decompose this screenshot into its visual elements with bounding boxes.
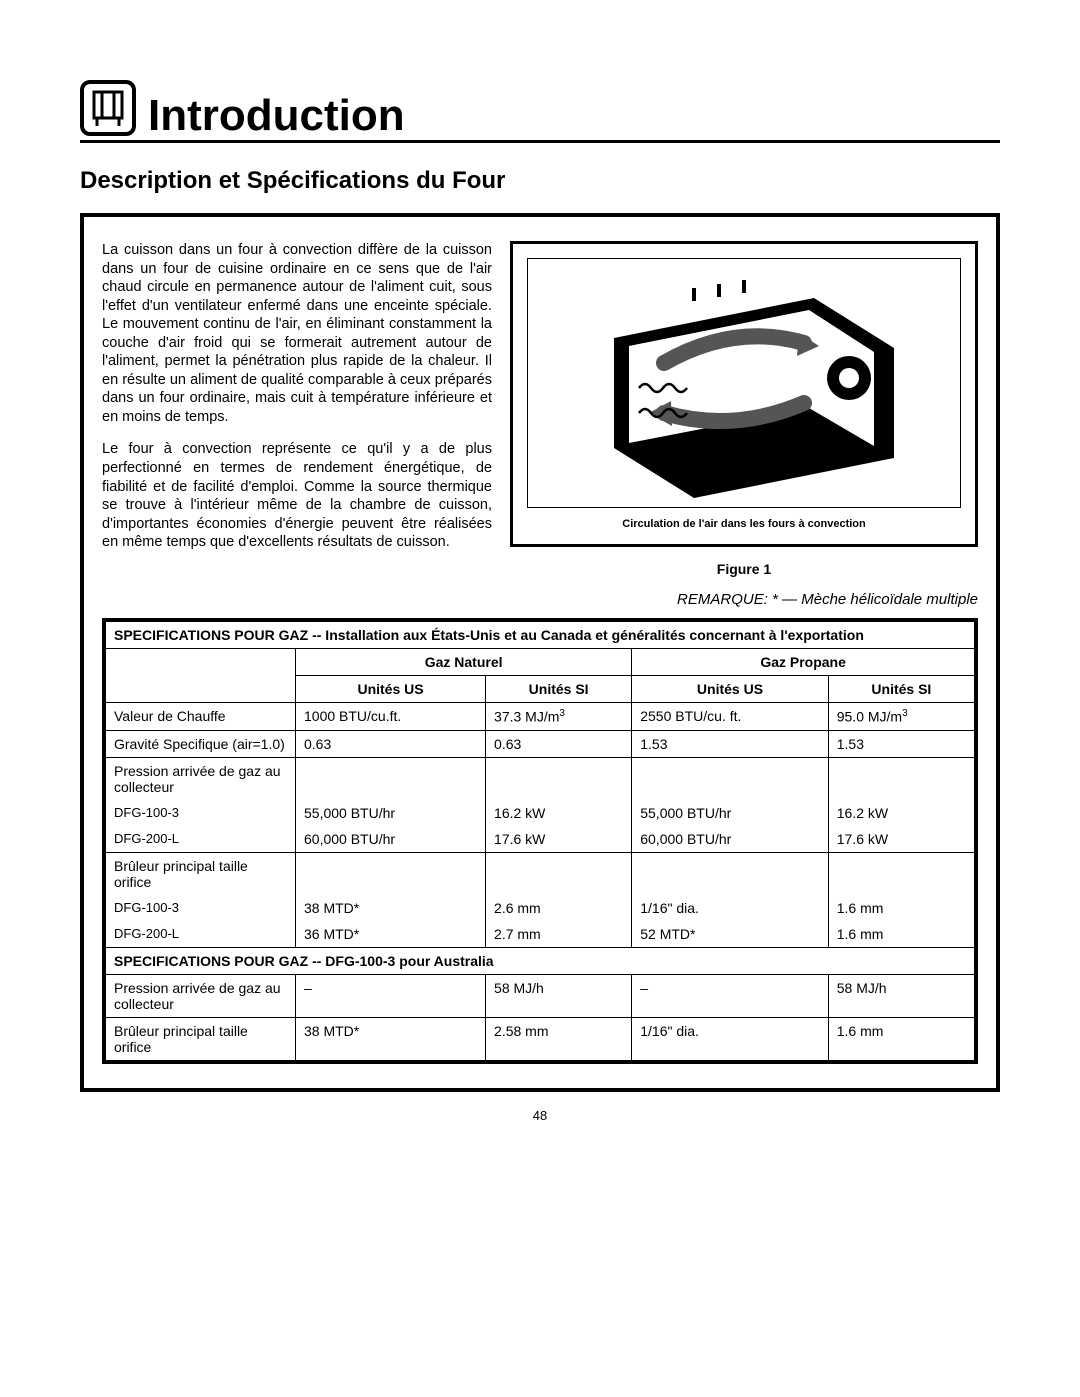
r2-c2: 0.63 xyxy=(486,730,632,757)
r1-c1: 1000 BTU/cu.ft. xyxy=(296,703,486,731)
r3a-c2: 16.2 kW xyxy=(486,800,632,826)
page-number: 48 xyxy=(80,1108,1000,1123)
sub-us-1: Unités US xyxy=(296,676,486,703)
table-corner xyxy=(106,649,296,703)
r3b-c4: 17.6 kW xyxy=(828,826,974,853)
r4a-label: DFG-100-3 xyxy=(106,895,296,921)
aus-r1-c1: – xyxy=(296,974,486,1017)
r4a-c1: 38 MTD* xyxy=(296,895,486,921)
r3b-c2: 17.6 kW xyxy=(486,826,632,853)
r1-c4: 95.0 MJ/m3 xyxy=(828,703,974,731)
paragraph-2: Le four à convection représente ce qu'il… xyxy=(102,440,492,551)
page-title: Introduction xyxy=(148,94,405,138)
r3a-c4: 16.2 kW xyxy=(828,800,974,826)
sub-si-2: Unités SI xyxy=(828,676,974,703)
r1-label: Valeur de Chauffe xyxy=(106,703,296,731)
col-gaz-propane: Gaz Propane xyxy=(632,649,975,676)
convection-diagram xyxy=(527,258,961,508)
r4b-c1: 36 MTD* xyxy=(296,921,486,948)
aus-r1-label: Pression arrivée de gaz au collecteur xyxy=(106,974,296,1017)
r4a-c3: 1/16" dia. xyxy=(632,895,829,921)
r3b-c1: 60,000 BTU/hr xyxy=(296,826,486,853)
paragraph-1: La cuisson dans un four à convection dif… xyxy=(102,241,492,426)
r4b-label: DFG-200-L xyxy=(106,921,296,948)
section-subtitle: Description et Spécifications du Four xyxy=(80,167,1000,195)
r3a-label: DFG-100-3 xyxy=(106,800,296,826)
aus-r1-c2: 58 MJ/h xyxy=(486,974,632,1017)
aus-r2-c2: 2.58 mm xyxy=(486,1017,632,1060)
r3a-c1: 55,000 BTU/hr xyxy=(296,800,486,826)
spec-table: SPECIFICATIONS POUR GAZ -- Installation … xyxy=(102,618,978,1064)
table-section2-title: SPECIFICATIONS POUR GAZ -- DFG-100-3 pou… xyxy=(106,947,975,974)
aus-r1-c3: – xyxy=(632,974,829,1017)
r2-c4: 1.53 xyxy=(828,730,974,757)
r4-label: Brûleur principal taille orifice xyxy=(106,852,296,895)
sub-si-1: Unités SI xyxy=(486,676,632,703)
sub-us-2: Unités US xyxy=(632,676,829,703)
r4b-c2: 2.7 mm xyxy=(486,921,632,948)
r3b-label: DFG-200-L xyxy=(106,826,296,853)
r3a-c3: 55,000 BTU/hr xyxy=(632,800,829,826)
figure-frame: Circulation de l'air dans les fours à co… xyxy=(510,241,978,547)
table-section1-title: SPECIFICATIONS POUR GAZ -- Installation … xyxy=(106,622,975,649)
figure-remark: REMARQUE: * — Mèche hélicoïdale multiple xyxy=(510,591,978,608)
content-frame: La cuisson dans un four à convection dif… xyxy=(80,213,1000,1092)
oven-icon xyxy=(80,80,136,136)
r1-c2: 37.3 MJ/m3 xyxy=(486,703,632,731)
r2-label: Gravité Specifique (air=1.0) xyxy=(106,730,296,757)
r3-label: Pression arrivée de gaz au collecteur xyxy=(106,757,296,800)
r4a-c2: 2.6 mm xyxy=(486,895,632,921)
r2-c3: 1.53 xyxy=(632,730,829,757)
r4a-c4: 1.6 mm xyxy=(828,895,974,921)
col-gaz-naturel: Gaz Naturel xyxy=(296,649,632,676)
aus-r2-c3: 1/16" dia. xyxy=(632,1017,829,1060)
figure-inner-caption: Circulation de l'air dans les fours à co… xyxy=(527,518,961,530)
page-header: Introduction xyxy=(80,80,1000,143)
r1-c3: 2550 BTU/cu. ft. xyxy=(632,703,829,731)
r2-c1: 0.63 xyxy=(296,730,486,757)
aus-r1-c4: 58 MJ/h xyxy=(828,974,974,1017)
aus-r2-c4: 1.6 mm xyxy=(828,1017,974,1060)
figure-label: Figure 1 xyxy=(510,561,978,577)
r4b-c4: 1.6 mm xyxy=(828,921,974,948)
aus-r2-c1: 38 MTD* xyxy=(296,1017,486,1060)
description-text: La cuisson dans un four à convection dif… xyxy=(102,241,492,566)
aus-r2-label: Brûleur principal taille orifice xyxy=(106,1017,296,1060)
r4b-c3: 52 MTD* xyxy=(632,921,829,948)
r3b-c3: 60,000 BTU/hr xyxy=(632,826,829,853)
